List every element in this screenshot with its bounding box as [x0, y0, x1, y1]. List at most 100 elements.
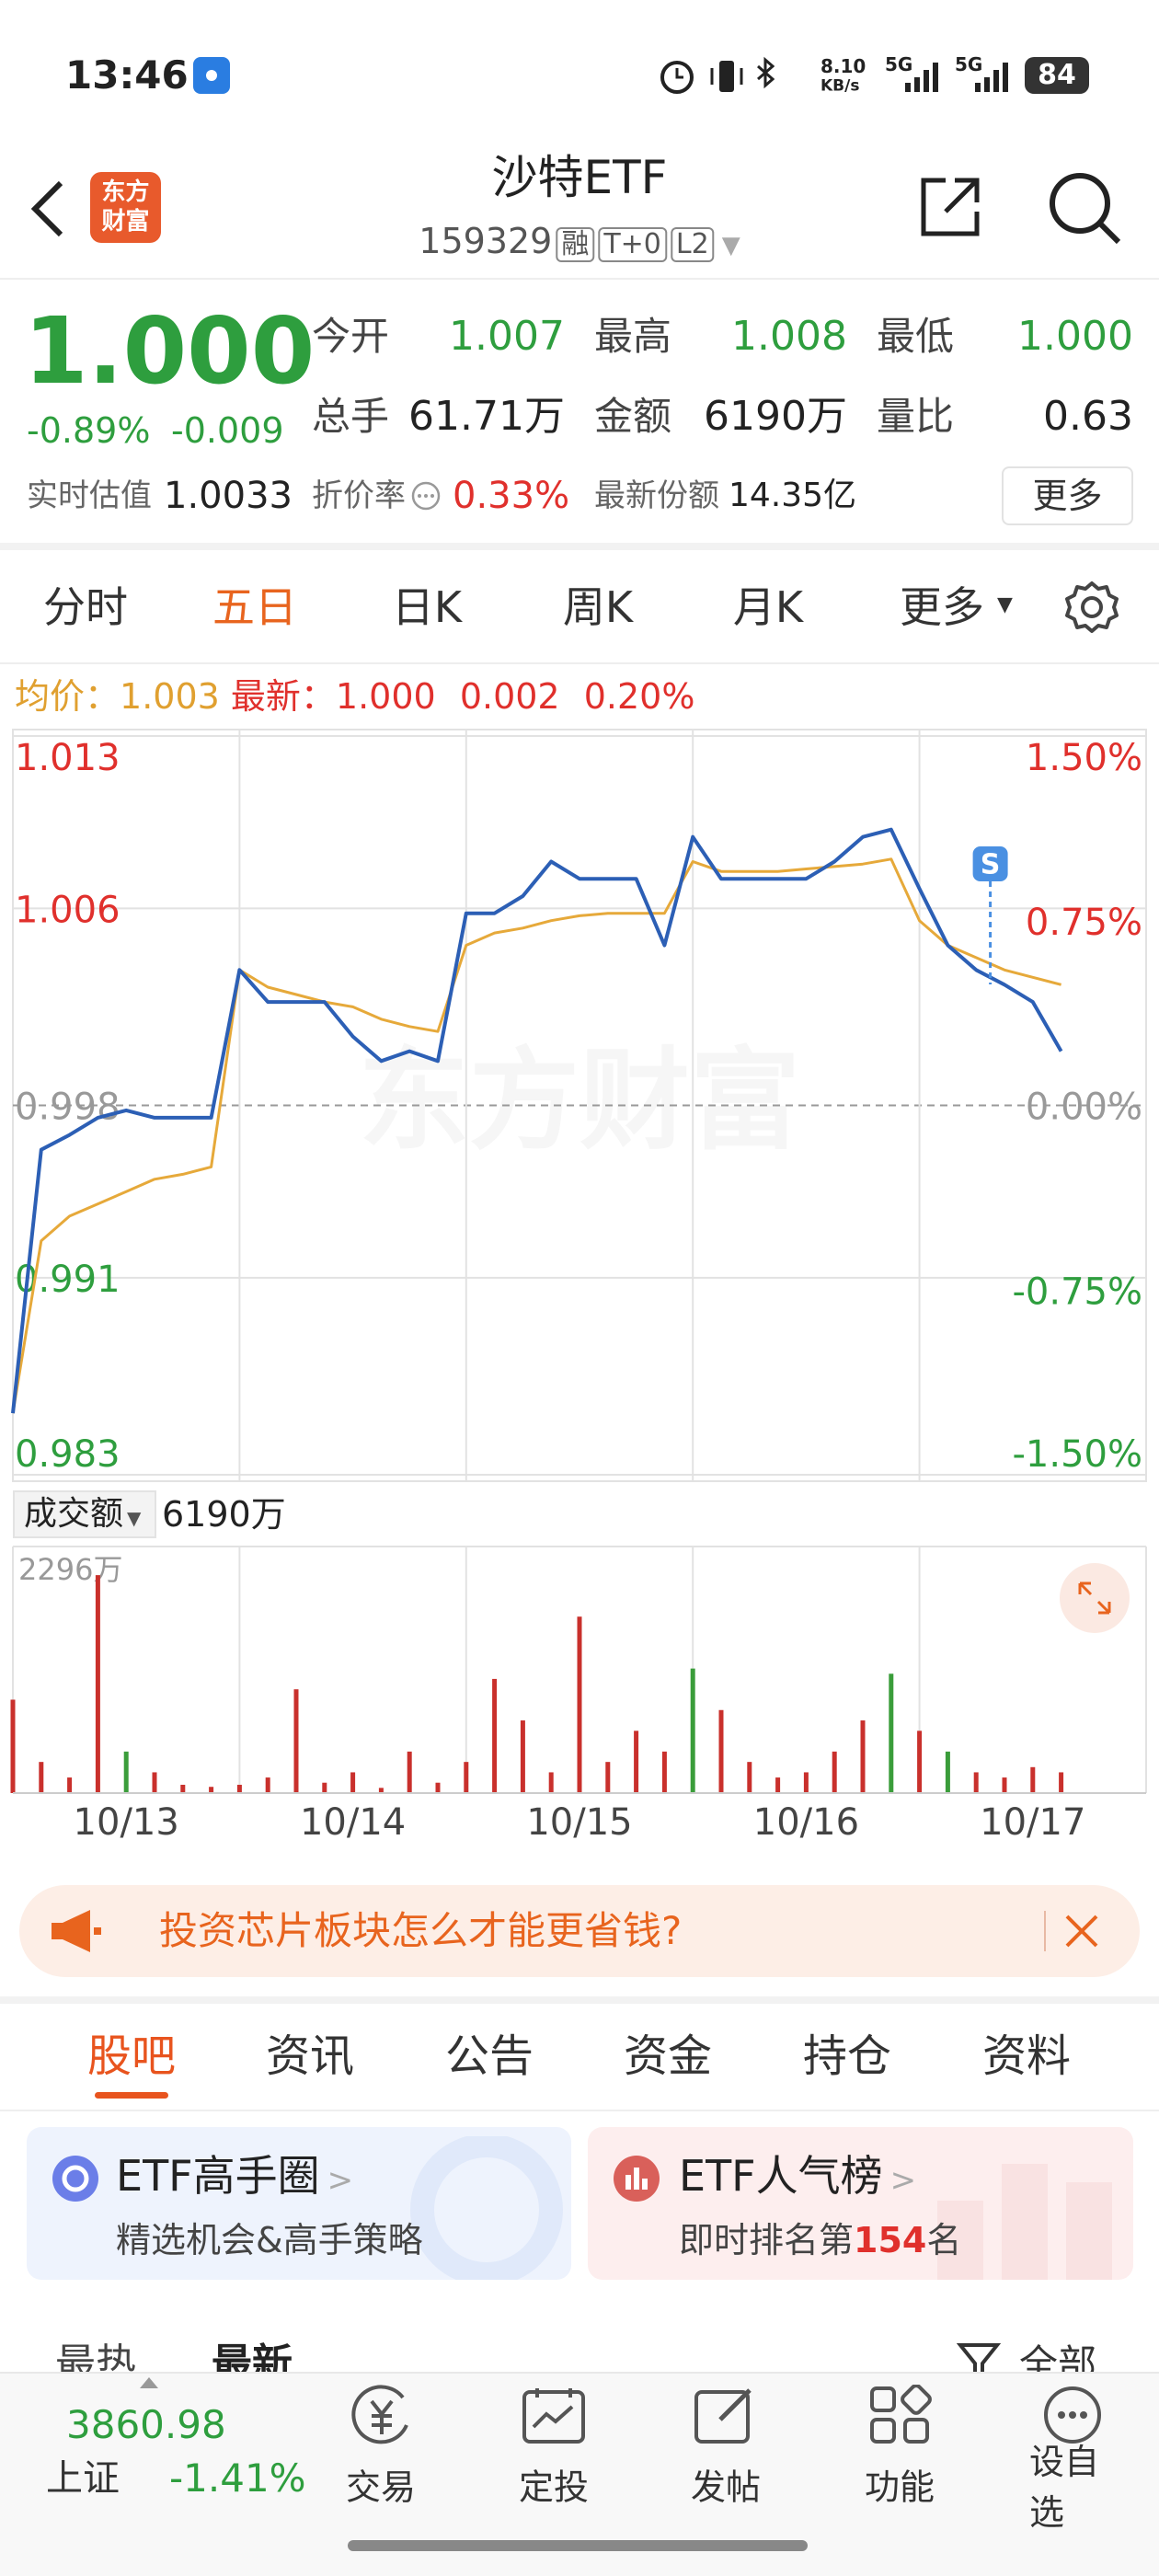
y2-tick-label: -1.50%	[1012, 1433, 1142, 1476]
y2-tick-label: 0.75%	[1026, 902, 1142, 944]
trade-icon[interactable]	[348, 2385, 416, 2445]
signal-label: 5G	[955, 53, 983, 75]
net-speed: 8.10	[820, 55, 866, 77]
divider	[0, 662, 1159, 664]
volume-bar	[548, 1772, 554, 1793]
stat-label: 最低	[877, 314, 955, 359]
info-icon[interactable]	[410, 480, 442, 512]
clock: 13:46	[65, 52, 189, 98]
legend-value: 0.002	[459, 676, 560, 717]
close-button[interactable]	[1064, 1914, 1099, 1949]
chart-legend: 均价：1.003 最新：1.000 0.002 0.20%	[15, 679, 694, 714]
last-price: 1.000	[24, 297, 316, 405]
expand-arrow[interactable]	[140, 2377, 158, 2388]
annotation-label: S	[981, 849, 1001, 881]
period-tab[interactable]: 五日	[212, 582, 297, 632]
community-tab[interactable]: 资金	[623, 2030, 713, 2082]
post-icon[interactable]	[693, 2385, 759, 2445]
period-tab[interactable]: 日K	[391, 582, 463, 632]
badge: 融	[556, 227, 595, 262]
subtitle-text: 即时排名第	[679, 2220, 855, 2260]
settings-button[interactable]	[1064, 580, 1119, 635]
community-tab[interactable]: 资料	[981, 2030, 1072, 2082]
volume-bar	[803, 1772, 809, 1793]
volume-bar	[407, 1751, 412, 1793]
legend-value: 0.20%	[583, 676, 695, 717]
card[interactable]	[588, 2127, 1133, 2280]
banner-text[interactable]: 投资芯片板块怎么才能更省钱?	[159, 1908, 683, 1953]
community-tab[interactable]: 公告	[444, 2030, 534, 2082]
y2-tick-label: 0.00%	[1026, 1087, 1142, 1129]
y-tick-label: 1.013	[15, 737, 120, 779]
volume-bar	[747, 1762, 752, 1793]
dropdown-arrow[interactable]: ▼	[721, 232, 740, 259]
stat-label: 今开	[312, 314, 390, 359]
badge: L2	[670, 227, 715, 262]
home-indicator	[348, 2540, 808, 2551]
volume-bar	[265, 1777, 270, 1793]
volume-selector[interactable]: 成交额 ▼	[13, 1490, 156, 1538]
period-tab[interactable]: 分时	[43, 582, 128, 632]
share-button[interactable]	[918, 175, 982, 239]
title: 沙特ETF	[491, 151, 668, 204]
card-icon	[52, 2156, 98, 2202]
community-tab[interactable]: 股吧	[86, 2030, 177, 2082]
volume-bar	[973, 1772, 979, 1793]
volume-bar	[435, 1782, 441, 1793]
x-tick-label: 10/15	[526, 1801, 632, 1844]
status-icon	[193, 57, 230, 94]
change: -0.009	[171, 410, 284, 451]
volume-bar	[690, 1668, 695, 1793]
action-label[interactable]: 功能	[864, 2467, 935, 2508]
community-tab[interactable]: 持仓	[802, 2030, 892, 2082]
signal-bars	[975, 63, 1008, 92]
period-tab[interactable]: 月K	[732, 582, 804, 632]
status-icons	[660, 56, 775, 94]
period-tab[interactable]: 更多	[900, 582, 984, 632]
period-tab[interactable]: 周K	[562, 582, 634, 632]
card-decoration	[937, 2164, 1112, 2280]
stat-value: 1.007	[449, 313, 565, 360]
volume-bar	[520, 1720, 525, 1793]
expand-button[interactable]	[1060, 1563, 1130, 1633]
card[interactable]	[27, 2127, 571, 2280]
battery: 84	[1025, 57, 1089, 94]
volume-bar	[10, 1699, 16, 1793]
back-button[interactable]	[28, 179, 68, 238]
action-label[interactable]: 交易	[345, 2467, 417, 2508]
rank: 154	[854, 2220, 927, 2260]
volume-bar	[123, 1751, 129, 1793]
dropdown-arrow: ▼	[997, 593, 1013, 616]
card-decoration	[410, 2136, 563, 2280]
card-title-text: ETF高手圈	[116, 2151, 320, 2201]
volume-bar	[1002, 1777, 1007, 1793]
more-button[interactable]: 更多	[1002, 466, 1133, 525]
separator	[1044, 1911, 1046, 1951]
net-unit: KB/s	[820, 76, 860, 96]
y-tick-label: 0.998	[15, 1087, 120, 1129]
banner[interactable]	[19, 1885, 1140, 1977]
volume-bar	[67, 1777, 73, 1793]
volume-bar	[661, 1751, 667, 1793]
action-label[interactable]: 发帖	[690, 2467, 762, 2508]
index-value[interactable]: 3860.98	[66, 2402, 226, 2447]
invest-icon[interactable]	[521, 2385, 587, 2445]
index-name[interactable]: 上证	[46, 2457, 120, 2500]
card-subtitle: 即时排名第154名	[679, 2223, 961, 2258]
index-change[interactable]: -1.41%	[169, 2455, 306, 2501]
watchlist-icon[interactable]	[1039, 2385, 1106, 2445]
card-icon	[614, 2156, 660, 2202]
function-icon[interactable]	[866, 2385, 933, 2445]
divider	[0, 278, 1159, 280]
search-button[interactable]	[1047, 170, 1122, 246]
community-tab[interactable]: 资讯	[265, 2030, 355, 2082]
volume-bar	[634, 1731, 639, 1793]
y-tick-label: 1.006	[15, 889, 120, 931]
expand-icon	[1078, 1581, 1111, 1615]
discount-label: 折价率	[312, 477, 406, 514]
action-label[interactable]: 设自选	[1029, 2442, 1100, 2533]
volume-bar	[945, 1751, 950, 1793]
volume-bar	[39, 1762, 44, 1793]
action-label[interactable]: 定投	[518, 2467, 590, 2508]
